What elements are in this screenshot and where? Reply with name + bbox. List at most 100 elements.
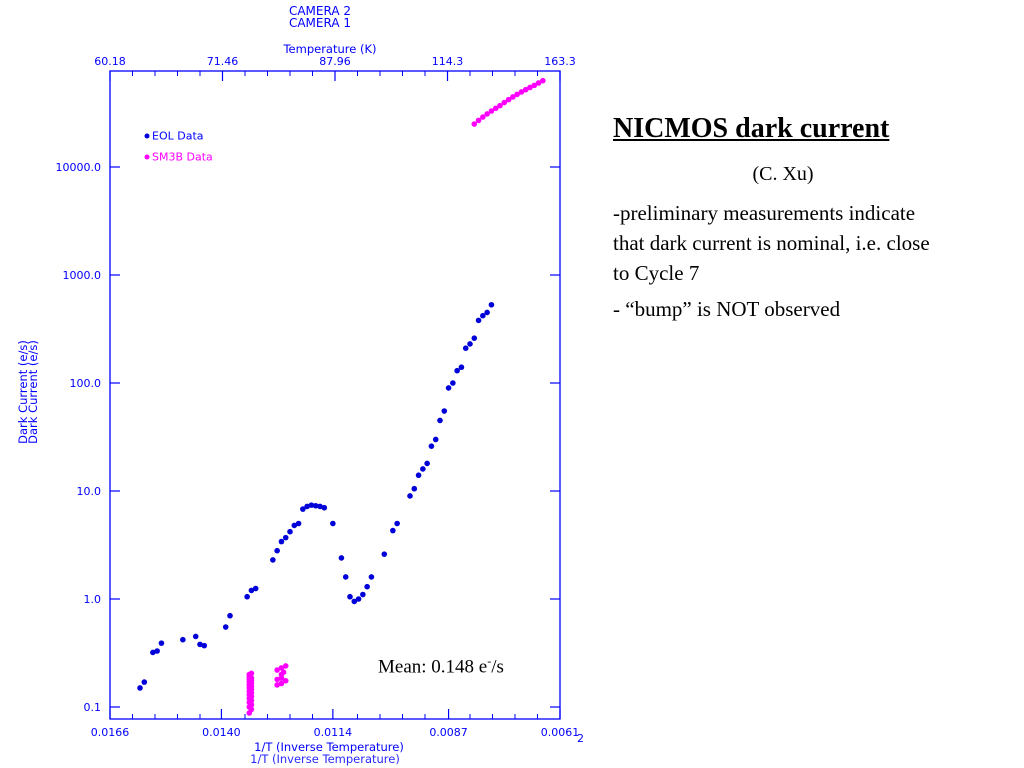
top-tick-label: 60.18 [94, 55, 126, 68]
eol-data-point [415, 472, 422, 479]
y-tick-label: 10.0 [77, 485, 102, 498]
legend-label-sm3b: SM3B Data [152, 151, 213, 164]
slide-title: NICMOS dark current [613, 113, 890, 144]
sm3b-data-point [282, 677, 289, 684]
mean-annotation: Mean: 0.148 e-/s [378, 654, 504, 678]
y-tick-label: 10000.0 [56, 161, 102, 174]
eol-data-point [394, 520, 400, 527]
sm3b-data-point [505, 96, 512, 103]
eol-data-point [351, 598, 358, 605]
eol-data-point [222, 624, 229, 630]
eol-data-point [141, 679, 148, 685]
eol-data-point [475, 317, 482, 324]
sm3b-data-point [274, 667, 280, 673]
eol-data-point [330, 520, 336, 527]
mean-superscript: - [487, 654, 492, 668]
sm3b-data-point [274, 676, 280, 683]
eol-data-point [192, 633, 199, 640]
eol-data-point [278, 538, 285, 545]
eol-data-point [248, 587, 255, 594]
eol-data-point [227, 612, 233, 619]
top-axis-title: Temperature (K) [282, 42, 376, 56]
eol-data-point [437, 417, 443, 424]
sm3b-data-point [248, 701, 255, 708]
description-panel: NICMOS dark current (C. Xu) -preliminary… [613, 112, 1013, 324]
legend-label-eol: EOL Data [152, 130, 204, 143]
eol-data-point [308, 502, 315, 508]
eol-data-point [424, 460, 430, 467]
sm3b-data-point [484, 111, 490, 117]
eol-data-point [462, 345, 469, 352]
eol-data-point [480, 312, 486, 319]
top-tick-label: 71.46 [207, 55, 239, 68]
sm3b-data-point [278, 665, 285, 671]
eol-data-point [432, 436, 439, 443]
eol-data-point [158, 640, 165, 646]
eol-data-point [450, 380, 456, 386]
y-tick-label: 1.0 [84, 593, 102, 606]
x-axis-title-overlap: 1/T (Inverse Temperature) [250, 752, 400, 766]
eol-data-point [201, 642, 208, 649]
x-axis-title: 1/T (Inverse Temperature) [254, 740, 404, 754]
eol-data-point [282, 534, 289, 541]
eol-data-point [488, 301, 495, 308]
eol-data-point [295, 520, 302, 527]
legend-marker-eol [144, 133, 150, 139]
eol-data-point [338, 555, 345, 561]
sm3b-data-point [280, 669, 287, 676]
sm3b-data-point [248, 670, 255, 677]
eol-data-point [420, 466, 426, 472]
eol-data-point [197, 641, 203, 648]
axis-ticks [109, 71, 561, 719]
x-tick-label: 0.0140 [202, 726, 241, 739]
data-points [137, 77, 546, 716]
sm3b-data-point [278, 680, 285, 687]
mean-suffix: /s [491, 656, 504, 678]
x-tick-label: 0.0166 [91, 726, 130, 739]
x-tick-label: 0.0087 [429, 726, 468, 739]
legend: EOL Data SM3B Data [144, 130, 213, 164]
sm3b-data-point [480, 114, 486, 120]
sm3b-data-point [531, 82, 538, 89]
sm3b-data-point [248, 675, 255, 681]
eol-data-point [312, 502, 319, 509]
eol-data-point [287, 528, 293, 535]
eol-data-point [428, 443, 435, 449]
eol-data-point [467, 341, 473, 347]
sm3b-data-point [282, 663, 289, 669]
top-tick-label: 163.3 [544, 55, 576, 68]
eol-data-point [364, 583, 370, 590]
camera-title-overlap: CAMERA 2 [289, 4, 351, 18]
sm3b-data-point [518, 89, 525, 95]
sm3b-data-point [501, 99, 508, 106]
eol-data-point [150, 649, 156, 656]
eol-data-point [244, 593, 250, 600]
eol-data-point [441, 408, 448, 414]
eol-data-point [342, 574, 349, 580]
eol-data-point [411, 485, 418, 492]
sm3b-data-point [497, 102, 503, 109]
eol-data-point [252, 585, 259, 592]
sm3b-data-point [248, 697, 255, 704]
eol-data-point [355, 596, 362, 602]
sm3b-data-point [274, 682, 280, 688]
eol-data-point [137, 685, 143, 691]
eol-data-point [270, 557, 276, 563]
eol-data-point [381, 551, 388, 557]
top-tick-label: 114.3 [432, 55, 464, 68]
eol-data-point [291, 522, 298, 529]
camera-title: CAMERA 1 [289, 16, 351, 30]
sm3b-data-point [510, 94, 516, 100]
x-corner-label: 2 [577, 732, 584, 745]
eol-data-point [390, 527, 396, 534]
eol-data-point [454, 367, 460, 374]
eol-data-point [368, 574, 375, 580]
eol-data-point [471, 335, 478, 341]
sm3b-data-point [492, 105, 499, 112]
axis-tick-labels: 0.1 1.0 10.0 100.0 1000.0 10000.0 0.0166 0.0140… [56, 55, 580, 739]
eol-data-point [458, 364, 465, 371]
eol-data-point [407, 493, 413, 499]
y-axis-title: Dark Current (e/s) [26, 340, 40, 444]
sm3b-data-point [248, 706, 255, 713]
eol-data-point [300, 506, 306, 512]
